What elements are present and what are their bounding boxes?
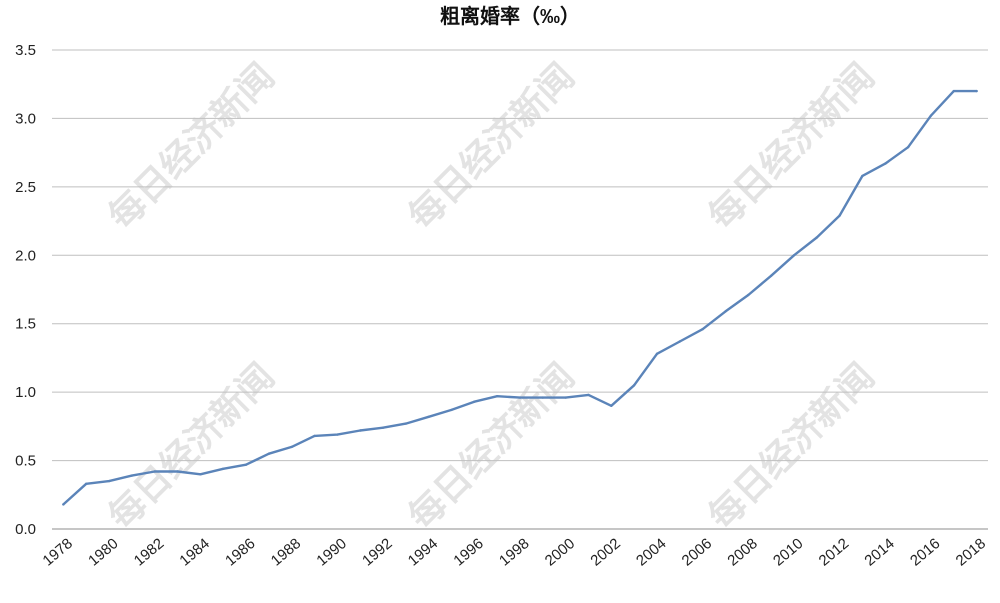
x-tick-label: 1980: [85, 535, 121, 569]
data-point: [404, 422, 408, 425]
data-point: [290, 445, 293, 449]
data-point: [610, 404, 613, 407]
data-point: [769, 274, 773, 277]
x-tick-label: 2006: [679, 535, 715, 569]
x-tick-label: 1992: [359, 535, 395, 569]
x-tick-label: 1996: [450, 535, 486, 569]
data-point: [199, 473, 202, 476]
x-tick-label: 1978: [39, 535, 75, 569]
x-tick-label: 2016: [907, 535, 943, 569]
y-tick-label: 3.0: [15, 110, 36, 127]
data-point: [244, 463, 248, 466]
data-point: [267, 452, 271, 455]
data-point: [655, 352, 659, 355]
data-point: [792, 254, 796, 257]
watermark-text: 每日经济新闻: [100, 355, 282, 537]
data-point: [838, 214, 841, 217]
x-tick-label: 2000: [542, 535, 578, 569]
data-point: [724, 310, 727, 313]
watermark-text: 每日经济新闻: [700, 55, 882, 237]
data-point: [678, 340, 681, 343]
x-tick-label: 1986: [222, 535, 258, 569]
x-tick-label: 2002: [587, 535, 623, 569]
y-tick-label: 2.0: [15, 247, 36, 264]
x-tick-label: 1994: [405, 535, 441, 569]
x-tick-label: 1988: [268, 535, 304, 569]
data-point: [564, 396, 567, 399]
y-tick-label: 2.5: [15, 179, 36, 196]
y-tick-label: 1.0: [15, 384, 36, 401]
data-point: [450, 408, 453, 412]
x-tick-label: 2004: [633, 535, 669, 569]
data-point: [632, 384, 636, 387]
data-point: [975, 89, 978, 93]
data-point: [747, 293, 750, 297]
data-point: [85, 482, 88, 485]
data-point: [587, 393, 590, 397]
x-tick-label: 1998: [496, 535, 532, 569]
watermark-text: 每日经济新闻: [400, 355, 582, 537]
data-point: [952, 89, 955, 93]
data-point: [541, 396, 544, 399]
y-tick-label: 0.5: [15, 453, 36, 470]
data-point: [861, 174, 864, 178]
series-layer: [62, 89, 978, 506]
x-tick-label: 2008: [724, 535, 760, 569]
data-point: [496, 395, 499, 398]
y-tick-label: 0.0: [15, 521, 36, 538]
data-point: [815, 236, 818, 239]
x-tick-label: 2018: [953, 535, 989, 569]
data-point: [336, 433, 339, 436]
data-point: [153, 470, 156, 473]
data-point: [427, 415, 430, 418]
data-point: [130, 474, 134, 477]
data-point: [381, 426, 385, 429]
y-axis-ticks: 0.0 0.5 1.0 1.5 2.0 2.5 3.0 3.5: [15, 42, 36, 538]
gridlines: [52, 49, 988, 462]
data-point: [313, 434, 316, 438]
x-tick-label: 2012: [816, 535, 852, 569]
data-point: [222, 467, 225, 470]
y-tick-label: 3.5: [15, 42, 36, 59]
x-axis-ticks: 1978 1980 1982 1984 1986 1988 1990 1992 1994 1996…: [39, 535, 989, 569]
data-point: [906, 146, 910, 149]
data-point: [884, 162, 887, 165]
x-tick-label: 2010: [770, 535, 806, 569]
data-point: [518, 396, 522, 399]
data-point: [62, 503, 65, 506]
watermark-text: 每日经济新闻: [100, 55, 282, 237]
y-tick-label: 1.5: [15, 316, 36, 333]
data-point: [107, 479, 111, 483]
data-point: [359, 429, 362, 432]
x-tick-label: 1984: [176, 535, 212, 569]
data-point: [176, 470, 179, 473]
x-tick-label: 2014: [861, 535, 897, 569]
x-tick-label: 1990: [313, 535, 349, 569]
watermark-text: 每日经济新闻: [700, 355, 882, 537]
watermark-text: 每日经济新闻: [400, 55, 582, 237]
data-point: [929, 114, 933, 117]
data-point: [701, 328, 704, 331]
data-point: [473, 400, 476, 403]
x-tick-label: 1982: [131, 535, 167, 569]
chart-title: 粗离婚率（‰）: [440, 4, 580, 28]
